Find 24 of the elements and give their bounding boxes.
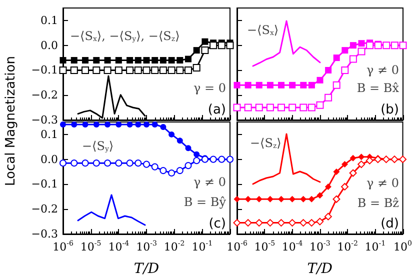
annotation: B = Bx̂ bbox=[356, 81, 400, 95]
y-tick-label: −0.3 bbox=[31, 228, 58, 240]
annotation: γ ≠ 0 bbox=[366, 176, 399, 190]
x-axis-title: T/D bbox=[134, 261, 160, 277]
y-tick-label: −0.1 bbox=[31, 64, 58, 77]
annotation: B = Bẑ bbox=[357, 196, 399, 210]
y-tick-label: −0.2 bbox=[31, 202, 58, 216]
y-tick-label: 0.0 bbox=[40, 38, 58, 52]
y-axis-title: Local Magnetization bbox=[4, 56, 18, 186]
annotation: γ ≠ 0 bbox=[194, 175, 226, 189]
annotation: B = Bŷ bbox=[184, 195, 226, 209]
annotation: (c) bbox=[208, 216, 226, 232]
annotation: γ = 0 bbox=[194, 81, 226, 95]
y-tick-label: 0.1 bbox=[40, 128, 58, 141]
y-tick-label: 0.0 bbox=[40, 152, 58, 166]
annotation: (a) bbox=[208, 102, 226, 118]
annotation: (b) bbox=[380, 102, 399, 118]
y-tick-label: 0.1 bbox=[40, 14, 58, 27]
annotation: (d) bbox=[380, 216, 399, 232]
y-tick-label: −0.2 bbox=[31, 88, 58, 102]
x-axis-title: T/D bbox=[307, 261, 333, 277]
annotation: γ ≠ 0 bbox=[366, 63, 399, 77]
y-tick-label: −0.3 bbox=[31, 114, 58, 126]
y-tick-label: −0.1 bbox=[31, 178, 58, 191]
